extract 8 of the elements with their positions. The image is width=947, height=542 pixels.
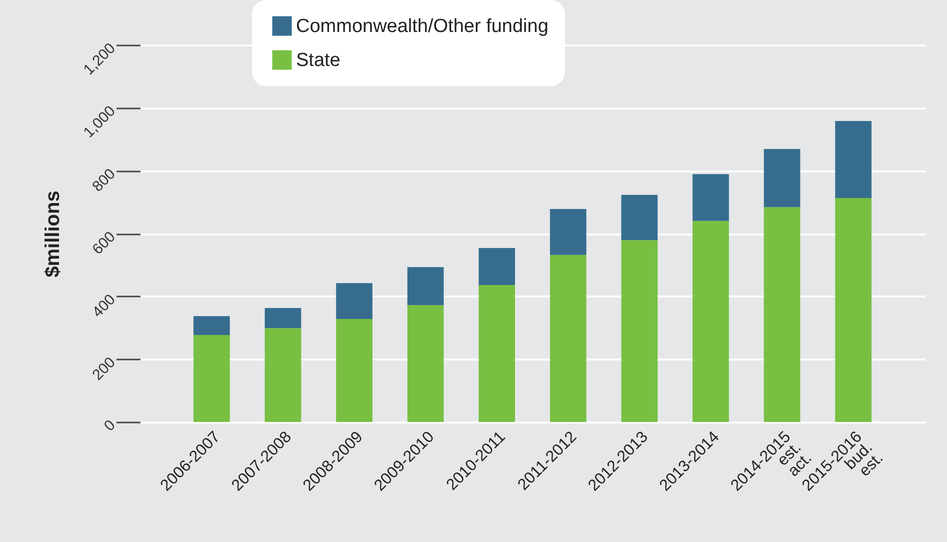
- y-tick-label: 0: [100, 416, 119, 435]
- legend-label: Commonwealth/Other funding: [296, 16, 548, 37]
- legend-label: State: [296, 50, 340, 71]
- y-tick-label: 200: [89, 354, 119, 384]
- y-tick-label: 400: [89, 291, 119, 321]
- y-axis-title: $millions: [42, 190, 64, 278]
- y-tick-label: 600: [89, 228, 119, 258]
- y-tick-label: 800: [89, 166, 119, 196]
